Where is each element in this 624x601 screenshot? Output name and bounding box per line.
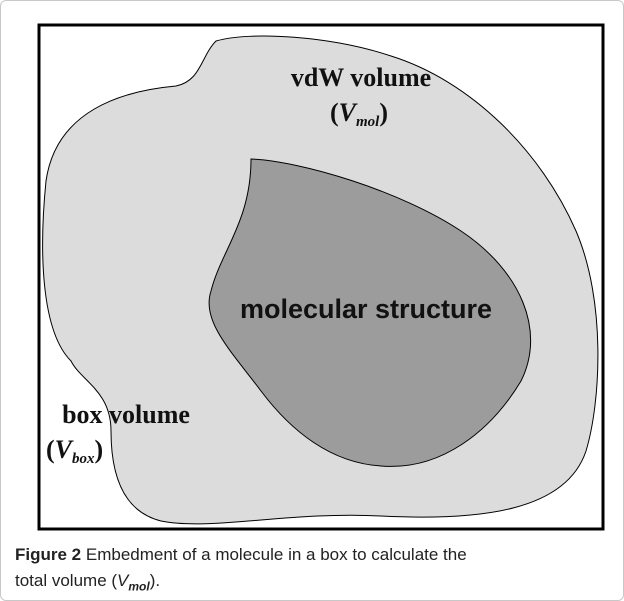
molecule-label: molecular structure bbox=[240, 294, 492, 324]
subscript: mol bbox=[356, 114, 380, 130]
caption-end: ). bbox=[149, 571, 161, 590]
paren: ) bbox=[379, 98, 388, 127]
vdw-symbol: (Vmol) bbox=[330, 98, 388, 130]
diagram: vdW volume (Vmol) molecular structure bo… bbox=[37, 23, 605, 531]
symbol: V bbox=[55, 435, 75, 464]
caption-subscript: mol bbox=[128, 579, 150, 594]
caption-symbol: V bbox=[117, 571, 129, 590]
paren: ( bbox=[46, 435, 55, 464]
paren: ) bbox=[95, 435, 104, 464]
paren: ( bbox=[330, 98, 339, 127]
subscript: box bbox=[72, 451, 95, 467]
box-label: box volume bbox=[62, 400, 190, 429]
molecule-region bbox=[208, 158, 532, 467]
caption-label: Figure 2 bbox=[15, 545, 82, 564]
vdw-label: vdW volume bbox=[291, 63, 431, 92]
caption: Figure 2 Embedment of a molecule in a bo… bbox=[15, 542, 615, 599]
box-symbol: (Vbox) bbox=[46, 435, 103, 467]
caption-text: total volume ( bbox=[15, 571, 118, 590]
symbol: V bbox=[339, 98, 359, 127]
caption-text: Embedment of a molecule in a box to calc… bbox=[85, 545, 467, 564]
